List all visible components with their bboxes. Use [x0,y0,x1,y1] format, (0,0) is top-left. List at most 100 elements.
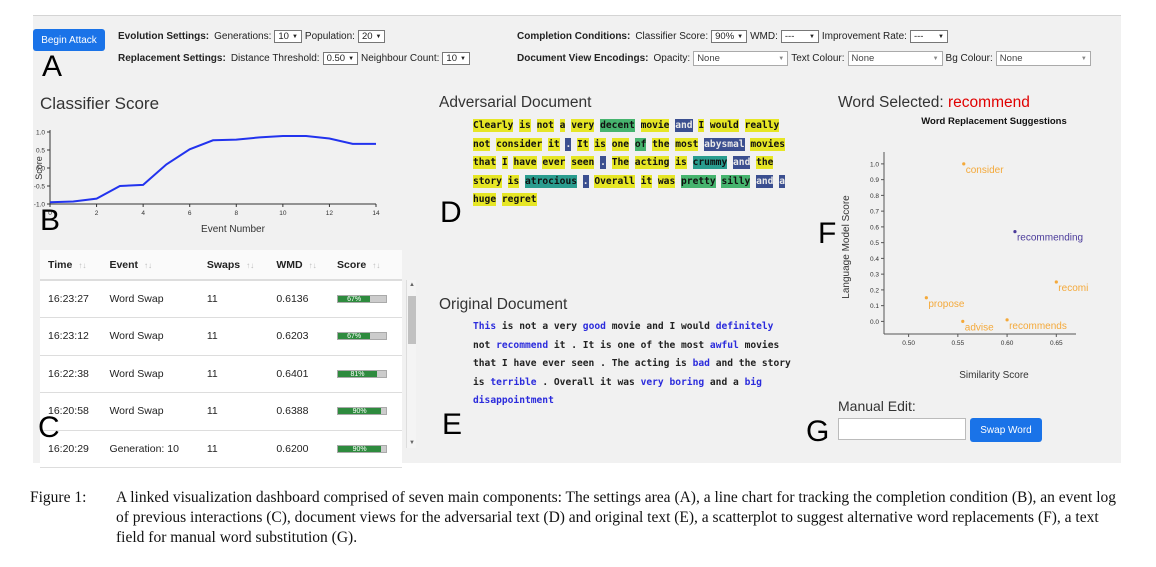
original-word[interactable]: movie [611,321,641,332]
adversarial-word[interactable]: story [473,174,502,188]
opacity-select[interactable]: None ▼ [693,51,789,66]
adversarial-word[interactable]: not [473,137,491,151]
wmd-select[interactable]: --- ▼ [780,30,819,43]
bg-colour-select[interactable]: None ▼ [995,51,1091,66]
original-word[interactable]: and [709,376,728,388]
adversarial-word[interactable]: have [513,156,537,169]
distance-threshold-select[interactable]: 0.50 ▼ [322,52,359,65]
scroll-thumb[interactable] [408,296,416,344]
original-word[interactable]: a [542,321,549,332]
adversarial-word[interactable]: seen [571,156,595,169]
original-word[interactable]: the [738,358,757,369]
adversarial-word[interactable]: ever [542,156,566,169]
adversarial-word[interactable]: . [600,156,606,169]
adversarial-word[interactable]: really [744,119,780,132]
scatter-point[interactable] [962,162,966,166]
adversarial-word[interactable]: . [582,174,589,188]
adversarial-word[interactable]: it [640,174,653,188]
adversarial-word[interactable]: was [657,174,676,188]
original-word[interactable]: and [646,321,664,332]
original-word[interactable]: and [715,358,734,369]
original-word[interactable]: very [640,376,664,388]
adversarial-word[interactable]: abysmal [704,137,745,151]
scroll-down-icon[interactable]: ▼ [409,440,415,446]
scroll-up-icon[interactable]: ▲ [409,282,415,288]
adversarial-word[interactable]: consider [496,137,543,151]
table-row[interactable]: 16:20:58 Word Swap 11 0.6388 90% [40,392,402,431]
original-word[interactable]: big [744,376,762,388]
original-word[interactable]: good [582,321,606,332]
original-word[interactable]: not [519,321,537,332]
text-colour-select[interactable]: None ▼ [847,51,943,66]
column-header-score[interactable]: Score ↑↓ [329,250,402,281]
original-word[interactable]: most [681,339,705,351]
original-word[interactable]: terrible [490,376,537,388]
original-word[interactable]: one [617,339,635,351]
adversarial-word[interactable]: pretty [681,174,716,188]
original-word[interactable]: I [501,358,508,369]
original-word[interactable]: The [611,358,630,369]
event-log-scrollbar[interactable]: ▲ ▼ [406,280,416,448]
original-word[interactable]: awful [709,339,739,351]
adversarial-word[interactable]: Clearly [473,119,514,132]
adversarial-word[interactable]: is [519,119,531,132]
adversarial-word[interactable]: a [559,119,566,132]
original-word[interactable]: recommend [496,339,549,351]
original-word[interactable]: boring [669,376,705,388]
original-word[interactable]: This [473,321,497,332]
original-word[interactable]: . [600,358,606,369]
scatter-point-label[interactable]: propose [928,299,965,310]
adversarial-word[interactable]: not [536,119,554,132]
original-word[interactable]: was [617,376,635,388]
adversarial-word[interactable]: is [594,137,606,151]
adversarial-word[interactable]: silly [721,174,751,188]
table-row[interactable]: 16:23:12 Word Swap 11 0.6203 67% [40,317,402,356]
original-word[interactable]: seen [571,358,595,369]
adversarial-word[interactable]: It [577,137,589,151]
adversarial-word[interactable]: movie [640,119,670,132]
adversarial-word[interactable]: I [501,156,508,169]
adversarial-word[interactable]: acting [634,156,670,169]
scatter-point-label[interactable]: advise [965,322,994,333]
scatter-point[interactable] [961,319,965,323]
improvement-rate-select[interactable]: --- ▼ [909,30,948,43]
adversarial-word[interactable]: movies [750,137,786,151]
adversarial-word[interactable]: crummy [692,156,728,169]
original-word[interactable]: acting [634,358,670,369]
adversarial-word[interactable]: that [473,156,497,169]
original-word[interactable]: is [675,358,687,369]
adversarial-word[interactable]: very [571,119,595,132]
adversarial-word[interactable]: decent [600,119,635,132]
original-word[interactable]: it [553,339,566,351]
original-word[interactable]: it [600,376,612,388]
adversarial-word[interactable]: The [611,156,630,169]
adversarial-word[interactable]: and [675,119,693,132]
adversarial-word[interactable]: Overall [594,174,635,188]
adversarial-word[interactable]: is [675,156,687,169]
scatter-point-label[interactable]: consider [966,165,1004,176]
original-word[interactable]: would [681,321,710,332]
original-word[interactable]: . [571,339,577,351]
adversarial-word[interactable]: of [634,137,647,151]
original-word[interactable]: is [501,321,514,332]
scatter-point-label[interactable]: recommends [1009,321,1067,332]
original-word[interactable]: I [669,321,676,332]
original-word[interactable]: have [513,358,537,369]
column-header-event[interactable]: Event ↑↓ [101,250,199,281]
scatter-point[interactable] [1013,230,1017,234]
adversarial-word[interactable]: the [756,156,774,169]
adversarial-word[interactable]: most [675,137,699,151]
adversarial-word[interactable]: one [611,137,630,151]
original-word[interactable]: It [582,339,595,351]
adversarial-word[interactable]: . [565,137,572,151]
original-word[interactable]: very [553,321,578,332]
begin-attack-button[interactable]: Begin Attack [33,29,105,51]
scatter-point[interactable] [1054,280,1058,284]
original-word[interactable]: disappointment [473,395,554,406]
original-word[interactable]: definitely [715,321,774,332]
adversarial-word[interactable]: huge [473,193,497,206]
generations-select[interactable]: 10 ▼ [274,30,302,43]
table-row[interactable]: 16:20:29 Generation: 10 11 0.6200 90% [40,430,402,468]
adversarial-word[interactable]: would [709,119,739,132]
table-row[interactable]: 16:22:38 Word Swap 11 0.6401 81% [40,355,402,393]
